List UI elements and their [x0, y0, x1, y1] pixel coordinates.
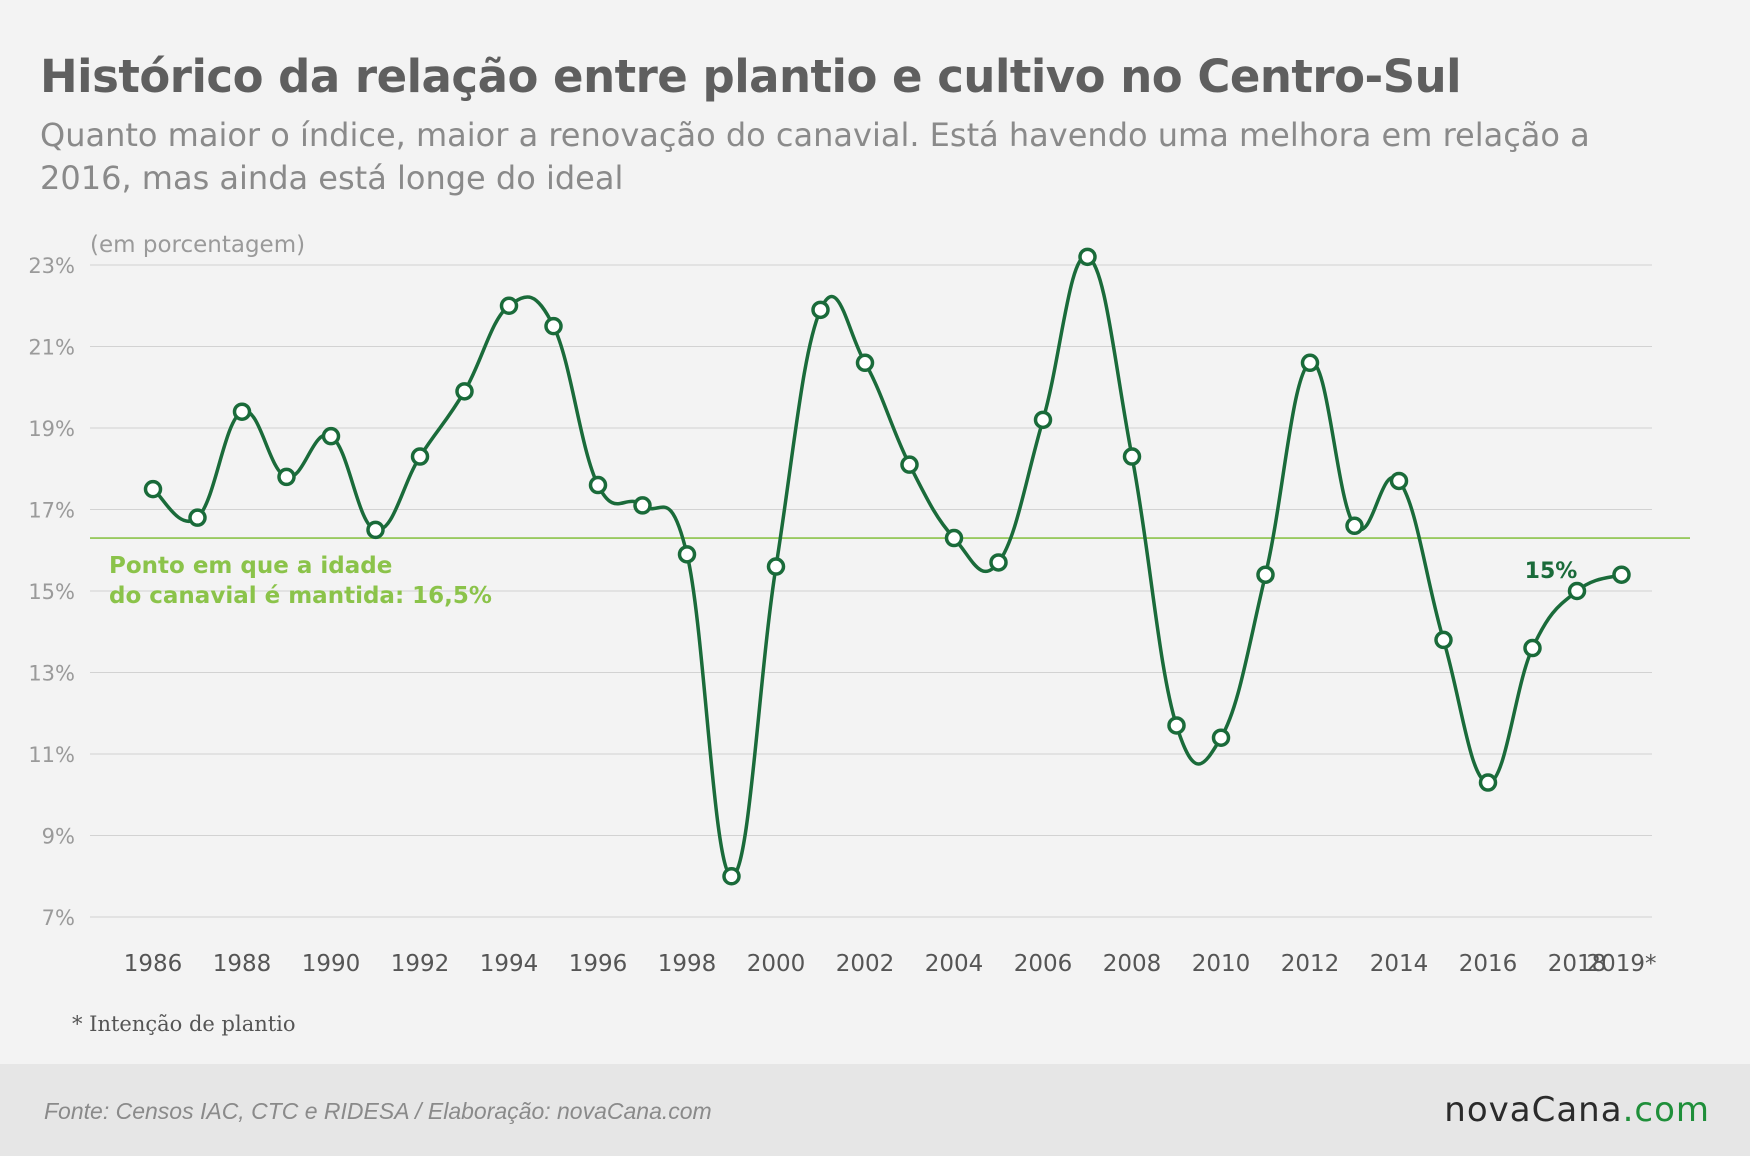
- data-point: [1078, 247, 1097, 267]
- data-point: [766, 557, 786, 576]
- chart-subtitle: Quanto maior o índice, maior a renovação…: [40, 116, 1590, 197]
- data-point: [499, 296, 519, 315]
- x-tick-label: 2019*: [1586, 951, 1656, 977]
- reference-line-group: Ponto em que a idade do canavial é mantid…: [90, 537, 1690, 609]
- x-tick-label: 2002: [836, 951, 895, 977]
- x-tick-label: 1990: [302, 951, 361, 977]
- line-chart: 7%9%11%13%15%17%19%21%23% 1986 1988 1990 19…: [28, 232, 1690, 1036]
- y-tick-label: 13%: [28, 662, 75, 686]
- x-tick-label: 2016: [1459, 951, 1518, 977]
- x-tick-label: 2018: [1548, 951, 1607, 977]
- x-axis: 1986 1988 1990 1992 1994 1996 1998 2000 2002 2004…: [124, 951, 1657, 977]
- data-point: [633, 496, 652, 515]
- reference-label-line1: Ponto em que a idade: [109, 553, 392, 579]
- data-point: [1256, 565, 1275, 584]
- data-point: [677, 545, 697, 564]
- chart-title: Histórico da relação entre plantio e cul…: [40, 50, 1462, 103]
- data-point: [1345, 516, 1364, 536]
- data-point: [1567, 581, 1587, 601]
- data-point: [1211, 728, 1231, 747]
- reference-label-line2: do canavial é mantida: 16,5%: [109, 583, 492, 609]
- x-tick-label: 2014: [1370, 951, 1429, 977]
- data-point: [944, 528, 964, 548]
- x-tick-label: 1996: [569, 951, 628, 977]
- data-point: [188, 508, 207, 527]
- x-tick-label: 2004: [925, 951, 984, 977]
- data-point: [321, 426, 341, 446]
- y-tick-label: 19%: [28, 417, 75, 441]
- data-point: [277, 467, 296, 487]
- y-tick-label: 7%: [42, 906, 75, 930]
- data-point: [1389, 471, 1409, 491]
- y-tick-label: 9%: [42, 825, 75, 849]
- x-tick-label: 1994: [480, 951, 539, 977]
- x-tick-label: 2000: [747, 951, 806, 977]
- data-point: [455, 382, 474, 401]
- y-tick-label: 17%: [28, 499, 75, 523]
- data-point: [900, 455, 919, 474]
- data-point: [366, 520, 385, 540]
- data-point: [1434, 630, 1453, 650]
- footnote: * Intenção de plantio: [72, 1012, 296, 1036]
- data-point: [1478, 773, 1498, 792]
- y-tick-label: 23%: [28, 254, 75, 278]
- data-point: [588, 475, 608, 495]
- x-tick-label: 1992: [391, 951, 450, 977]
- x-tick-label: 1988: [213, 951, 272, 977]
- brand-logo[interactable]: novaCana.com: [1444, 1090, 1710, 1130]
- data-point: [143, 479, 163, 499]
- grid-lines: [90, 264, 1652, 918]
- data-point: [410, 447, 430, 466]
- data-point: [1122, 447, 1142, 466]
- x-tick-label: 2012: [1281, 951, 1340, 977]
- data-point: [544, 316, 563, 336]
- x-tick-label: 2006: [1014, 951, 1073, 977]
- data-point: [1033, 410, 1053, 430]
- y-axis: 7% 9% 11% 13% 15% 17% 19% 21% 23%: [28, 254, 75, 930]
- annotation-label: 15%: [1525, 559, 1578, 584]
- data-point: [1523, 638, 1542, 658]
- footer: Fonte: Censos IAC, CTC e RIDESA / Elabor…: [0, 1064, 1750, 1156]
- data-point: [722, 867, 741, 886]
- logo-text-suffix: .com: [1622, 1090, 1710, 1130]
- data-point: [1300, 353, 1320, 373]
- data-point: [811, 300, 830, 320]
- data-point: [855, 353, 875, 373]
- logo-text-main: novaCana: [1444, 1090, 1623, 1130]
- x-tick-label: 1986: [124, 951, 183, 977]
- y-tick-label: 11%: [28, 743, 75, 767]
- unit-label: (em porcentagem): [90, 232, 305, 258]
- source-text: Fonte: Censos IAC, CTC e RIDESA / Elabor…: [44, 1098, 712, 1124]
- data-point: [232, 402, 252, 421]
- x-tick-label: 2008: [1103, 951, 1162, 977]
- data-point: [1612, 565, 1631, 584]
- y-tick-label: 21%: [28, 336, 75, 360]
- y-tick-label: 15%: [28, 580, 75, 604]
- data-points: [143, 247, 1631, 886]
- x-tick-label: 2010: [1192, 951, 1251, 977]
- data-point: [989, 553, 1008, 572]
- data-point: [1167, 716, 1186, 735]
- x-tick-label: 1998: [658, 951, 717, 977]
